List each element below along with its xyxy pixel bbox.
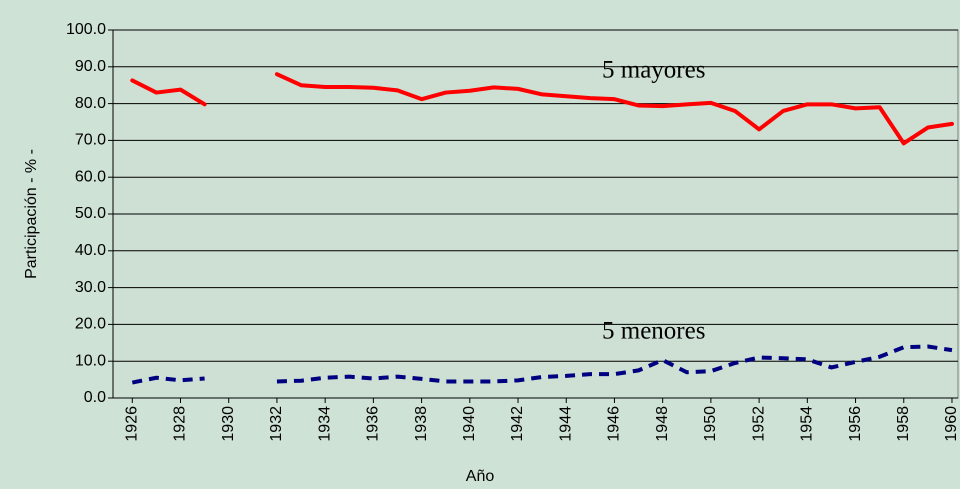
x-tick-label: 1936	[365, 406, 382, 442]
y-axis-label: Participación - % -	[23, 149, 40, 279]
y-tick-label: 50.0	[75, 205, 106, 222]
y-tick-label: 0.0	[84, 389, 106, 406]
y-tick-label: 30.0	[75, 279, 106, 296]
x-tick-label: 1944	[557, 406, 574, 442]
x-tick-label: 1934	[316, 406, 333, 442]
y-tick-label: 100.0	[66, 21, 106, 38]
series-line	[130, 72, 954, 146]
x-tick-label: 1926	[124, 406, 141, 442]
x-tick-label: 1956	[847, 406, 864, 442]
x-tick-label: 1940	[461, 406, 478, 442]
x-tick-label: 1960	[943, 406, 960, 442]
x-tick-label: 1948	[654, 406, 671, 442]
x-tick-label: 1958	[895, 406, 912, 442]
x-tick-label: 1950	[702, 406, 719, 442]
x-tick-label: 1954	[799, 406, 816, 442]
x-tick-label: 1946	[606, 406, 623, 442]
y-tick-label: 40.0	[75, 242, 106, 259]
y-tick-label: 70.0	[75, 132, 106, 149]
series-annotation: 5 mayores	[602, 57, 705, 84]
x-tick-label: 1928	[172, 406, 189, 442]
x-axis-label: Año	[466, 468, 495, 485]
y-tick-label: 60.0	[75, 168, 106, 185]
y-tick-label: 80.0	[75, 95, 106, 112]
x-tick-label: 1938	[413, 406, 430, 442]
y-tick-label: 10.0	[75, 352, 106, 369]
y-tick-label: 20.0	[75, 316, 106, 333]
x-tick-label: 1942	[509, 406, 526, 442]
series-line	[131, 344, 953, 385]
x-tick-label: 1930	[220, 406, 237, 442]
x-tick-label: 1952	[750, 406, 767, 442]
x-tick-label: 1932	[268, 406, 285, 442]
y-tick-label: 90.0	[75, 58, 106, 75]
series-annotation: 5 menores	[602, 318, 705, 345]
